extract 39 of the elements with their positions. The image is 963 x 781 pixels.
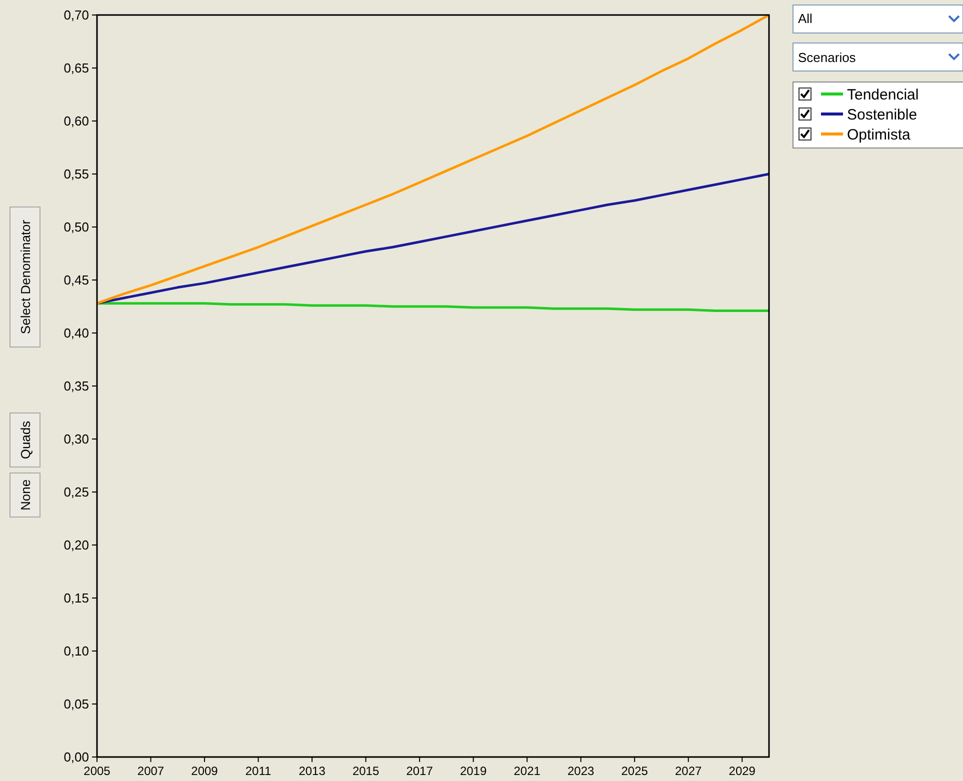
button: None [10, 472, 40, 518]
button: Select Denominator [10, 206, 40, 348]
dropdown: Scenarios [792, 42, 963, 72]
x-tick-label: 2025 [621, 764, 648, 778]
x-tick-label: 2011 [245, 764, 272, 778]
y-tick-label: 0,25 [64, 484, 89, 500]
y-tick-label: 0,35 [64, 378, 89, 394]
y-tick-label: 0,65 [64, 60, 89, 76]
y-tick-label: 0,55 [64, 166, 89, 182]
dropdown: All [792, 4, 963, 34]
x-tick-label: 2005 [84, 764, 111, 778]
line-series [96, 302, 770, 312]
y-tick-label: 0,20 [64, 538, 89, 553]
x-tick-label: 2021 [514, 764, 541, 778]
y-tick-label: 0,70 [64, 8, 89, 23]
legend-label: Tendencial [847, 86, 919, 104]
x-tick-label: 2013 [298, 764, 326, 778]
line-series [96, 172, 770, 305]
x-tick-label: 2007 [137, 764, 164, 778]
x-tick-label: 2029 [728, 764, 756, 778]
line-series [96, 14, 770, 305]
y-tick-label: 0,15 [64, 590, 89, 606]
x-tick-label: 2009 [191, 764, 218, 778]
y-tick-label: 0,40 [64, 326, 89, 341]
y-tick-label: 0,30 [64, 432, 89, 447]
y-tick-label: 0,00 [64, 750, 89, 765]
x-tick-label: 2023 [567, 764, 595, 778]
x-tick-label: 2017 [406, 764, 434, 778]
button: Quads [10, 412, 40, 468]
y-tick-label: 0,45 [64, 272, 89, 288]
y-tick-label: 0,05 [64, 696, 89, 712]
y-tick-label: 0,60 [64, 114, 89, 129]
x-tick-label: 2019 [460, 764, 487, 778]
legend-label: Optimista [847, 126, 912, 144]
x-tick-label: 2027 [675, 764, 702, 778]
x-tick-label: 2015 [352, 764, 380, 778]
y-tick-label: 0,10 [64, 644, 89, 659]
legend-label: Sostenible [847, 106, 918, 124]
y-tick-label: 0,50 [64, 220, 89, 235]
